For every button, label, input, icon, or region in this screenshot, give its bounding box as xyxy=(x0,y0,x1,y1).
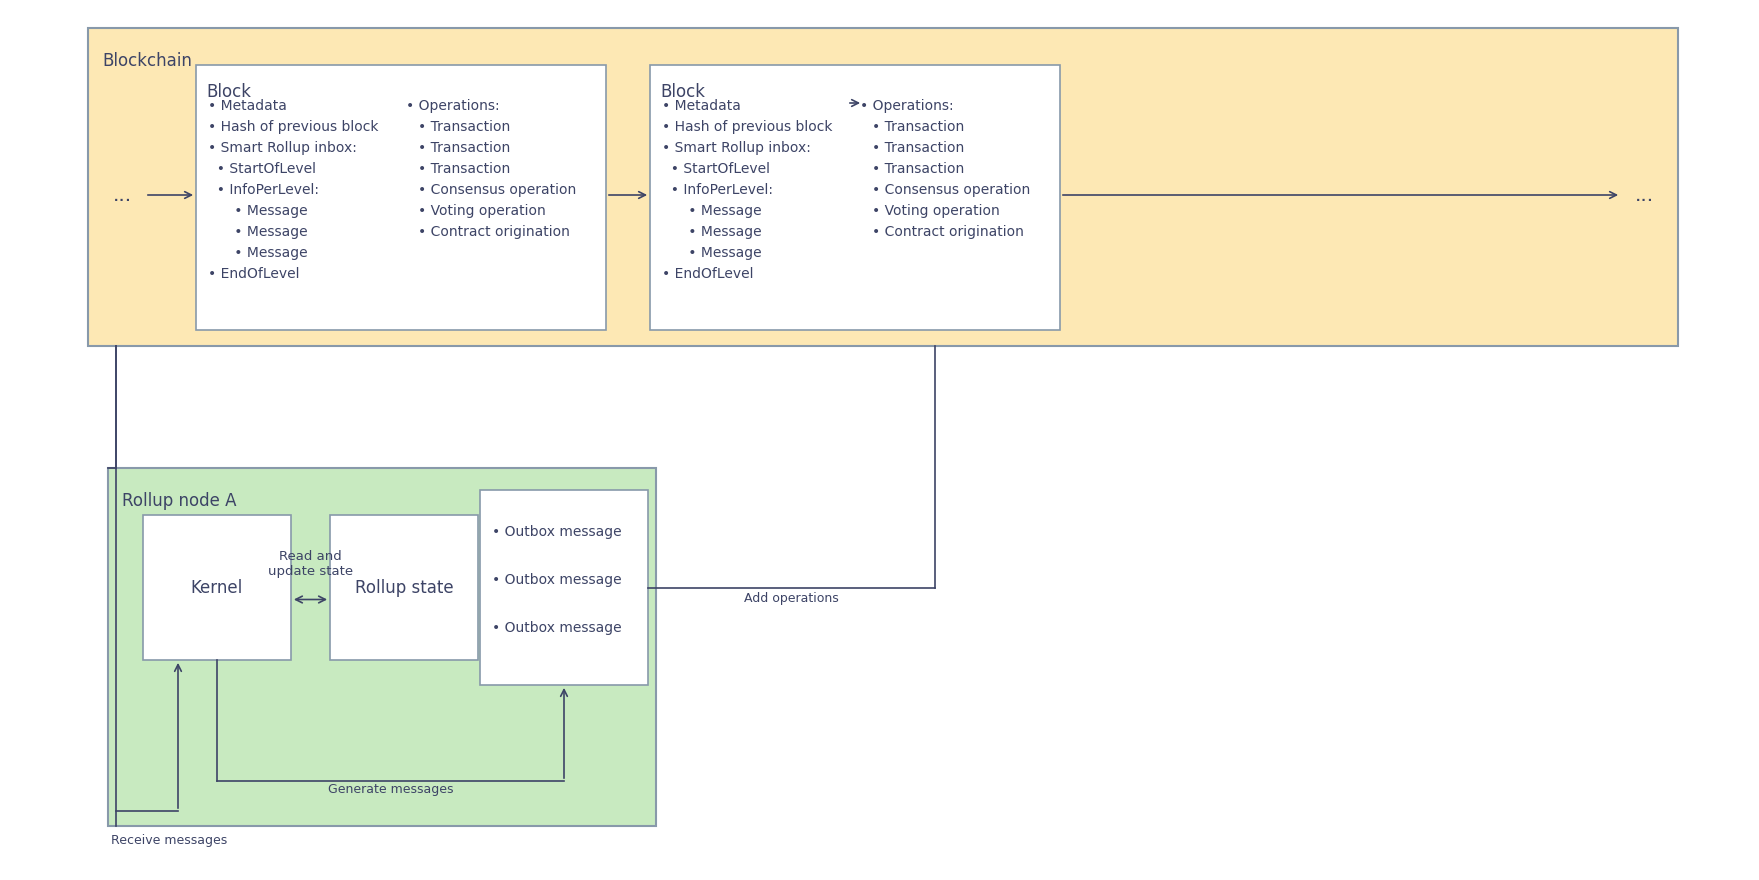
Text: • Voting operation: • Voting operation xyxy=(872,204,999,218)
Text: • Message: • Message xyxy=(661,204,762,218)
Bar xyxy=(331,515,478,660)
Bar xyxy=(651,65,1061,330)
Text: • Transaction: • Transaction xyxy=(872,162,964,176)
Text: • Outbox message: • Outbox message xyxy=(493,525,621,539)
Bar xyxy=(195,65,607,330)
Text: ...: ... xyxy=(113,186,132,204)
Text: • Transaction: • Transaction xyxy=(872,141,964,155)
Bar xyxy=(88,28,1678,346)
Text: • Message: • Message xyxy=(208,246,308,260)
Text: • StartOfLevel: • StartOfLevel xyxy=(208,162,317,176)
Text: ...: ... xyxy=(1634,186,1653,204)
Text: • Metadata: • Metadata xyxy=(208,99,287,113)
Text: • Transaction: • Transaction xyxy=(872,120,964,134)
Text: • InfoPerLevel:: • InfoPerLevel: xyxy=(208,183,318,197)
Text: Read and
update state: Read and update state xyxy=(267,549,354,577)
Text: • Hash of previous block: • Hash of previous block xyxy=(208,120,378,134)
Text: • Contract origination: • Contract origination xyxy=(419,225,570,239)
Text: • Message: • Message xyxy=(208,204,308,218)
Text: Receive messages: Receive messages xyxy=(111,834,227,847)
Text: • Hash of previous block: • Hash of previous block xyxy=(661,120,832,134)
Text: • Contract origination: • Contract origination xyxy=(872,225,1024,239)
Bar xyxy=(480,490,647,685)
Text: • Outbox message: • Outbox message xyxy=(493,621,621,635)
Bar xyxy=(107,468,656,826)
Text: • StartOfLevel: • StartOfLevel xyxy=(661,162,770,176)
Text: Rollup node A: Rollup node A xyxy=(121,492,236,510)
Text: Add operations: Add operations xyxy=(744,591,839,605)
Text: • Message: • Message xyxy=(661,225,762,239)
Text: • Transaction: • Transaction xyxy=(419,162,510,176)
Text: • Consensus operation: • Consensus operation xyxy=(872,183,1031,197)
Text: • Consensus operation: • Consensus operation xyxy=(419,183,577,197)
Text: • InfoPerLevel:: • InfoPerLevel: xyxy=(661,183,772,197)
Text: • Operations:: • Operations: xyxy=(860,99,953,113)
Text: • Operations:: • Operations: xyxy=(406,99,500,113)
Text: Kernel: Kernel xyxy=(192,578,243,597)
Text: Generate messages: Generate messages xyxy=(327,783,454,796)
Text: Rollup state: Rollup state xyxy=(355,578,454,597)
Text: • Transaction: • Transaction xyxy=(419,120,510,134)
Bar xyxy=(142,515,290,660)
Text: • EndOfLevel: • EndOfLevel xyxy=(208,267,299,281)
Text: • Message: • Message xyxy=(208,225,308,239)
Text: Block: Block xyxy=(660,83,705,101)
Text: • Smart Rollup inbox:: • Smart Rollup inbox: xyxy=(661,141,811,155)
Text: • Message: • Message xyxy=(661,246,762,260)
Text: • EndOfLevel: • EndOfLevel xyxy=(661,267,753,281)
Text: Blockchain: Blockchain xyxy=(102,52,192,70)
Text: Block: Block xyxy=(206,83,252,101)
Text: • Transaction: • Transaction xyxy=(419,141,510,155)
Text: • Outbox message: • Outbox message xyxy=(493,573,621,587)
Text: • Smart Rollup inbox:: • Smart Rollup inbox: xyxy=(208,141,357,155)
Text: • Voting operation: • Voting operation xyxy=(419,204,545,218)
Text: • Metadata: • Metadata xyxy=(661,99,741,113)
